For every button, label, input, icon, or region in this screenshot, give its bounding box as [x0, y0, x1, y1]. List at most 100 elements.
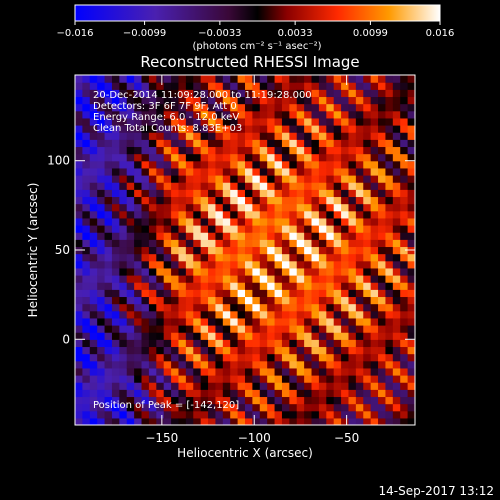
heatmap-cell — [134, 375, 143, 383]
heatmap-cell — [355, 203, 364, 212]
heatmap-cell — [400, 117, 409, 126]
heatmap-cell — [407, 196, 415, 205]
heatmap-cell — [163, 339, 172, 348]
heatmap-cell — [97, 96, 106, 105]
heatmap-cell — [134, 239, 143, 248]
heatmap-cell — [156, 382, 165, 390]
heatmap-cell — [141, 203, 150, 212]
heatmap-cell — [318, 175, 327, 183]
heatmap-cell — [289, 182, 298, 190]
heatmap-cell — [237, 146, 246, 155]
heatmap-cell — [281, 75, 290, 83]
heatmap-cell — [104, 167, 113, 176]
heatmap-cell — [333, 239, 342, 248]
heatmap-cell — [245, 353, 253, 362]
heatmap-cell — [97, 296, 106, 305]
heatmap-cell — [407, 103, 415, 112]
heatmap-cell — [75, 275, 83, 283]
heatmap-cell — [156, 267, 165, 276]
heatmap-cell — [178, 110, 187, 119]
heatmap-cell — [163, 353, 172, 362]
heatmap-cell — [392, 346, 401, 355]
heatmap-cell — [326, 139, 335, 148]
heatmap-cell — [200, 403, 209, 412]
heatmap-cell — [141, 360, 150, 369]
heatmap-cell — [119, 210, 128, 219]
heatmap-cell — [355, 232, 364, 240]
heatmap-cell — [163, 396, 172, 405]
heatmap-cell — [97, 203, 106, 212]
heatmap-cell — [163, 132, 172, 140]
heatmap-cell — [111, 353, 120, 362]
heatmap-cell — [385, 160, 394, 169]
heatmap-cell — [89, 203, 98, 212]
heatmap-cell — [407, 153, 415, 162]
heatmap-cell — [148, 82, 157, 90]
heatmap-cell — [355, 367, 364, 376]
heatmap-cell — [171, 253, 180, 262]
heatmap-cell — [304, 196, 313, 205]
heatmap-cell — [392, 275, 401, 283]
heatmap-cell — [111, 346, 120, 355]
heatmap-cell — [311, 153, 320, 162]
heatmap-cell — [245, 310, 253, 319]
heatmap-cell — [281, 132, 290, 140]
heatmap-cell — [134, 146, 143, 155]
heatmap-cell — [267, 210, 276, 219]
heatmap-cell — [82, 110, 91, 119]
heatmap-cell — [104, 367, 113, 376]
heatmap-cell — [370, 132, 379, 140]
heatmap-cell — [171, 360, 180, 369]
heatmap-cell — [134, 260, 143, 269]
heatmap-cell — [348, 82, 357, 90]
heatmap-cell — [119, 282, 128, 290]
heatmap-cell — [178, 139, 187, 148]
heatmap-cell — [193, 367, 202, 376]
annotation-line: Clean Total Counts: 8.83E+03 — [93, 123, 242, 134]
heatmap-cell — [134, 253, 143, 262]
heatmap-cell — [104, 246, 113, 255]
heatmap-cell — [333, 353, 342, 362]
heatmap-cell — [326, 289, 335, 298]
heatmap-cell — [208, 367, 217, 376]
heatmap-cell — [156, 310, 165, 319]
heatmap-cell — [163, 96, 172, 105]
heatmap-cell — [222, 275, 231, 283]
heatmap-cell — [370, 296, 379, 305]
heatmap-cell — [178, 210, 187, 219]
heatmap-cell — [400, 396, 409, 405]
heatmap-cell — [134, 75, 143, 83]
heatmap-cell — [75, 332, 83, 340]
heatmap-cell — [97, 275, 106, 283]
heatmap-cell — [385, 117, 394, 126]
heatmap-cell — [208, 175, 217, 183]
heatmap-cell — [370, 417, 379, 425]
heatmap-cell — [237, 303, 246, 312]
heatmap-cell — [267, 396, 276, 405]
heatmap-cell — [215, 253, 224, 262]
heatmap-cell — [97, 253, 106, 262]
heatmap-cell — [281, 382, 290, 390]
heatmap-cell — [318, 289, 327, 298]
heatmap-cell — [89, 375, 98, 383]
heatmap-cell — [385, 410, 394, 419]
heatmap-cell — [274, 160, 283, 169]
heatmap-cell — [230, 146, 239, 155]
heatmap-cell — [311, 260, 320, 269]
heatmap-cell — [326, 325, 335, 333]
heatmap-cell — [252, 160, 261, 169]
heatmap-cell — [341, 203, 350, 212]
heatmap-cell — [148, 260, 157, 269]
heatmap-cell — [111, 117, 120, 126]
heatmap-cell — [407, 182, 415, 190]
heatmap-cell — [378, 139, 387, 148]
heatmap-cell — [385, 232, 394, 240]
heatmap-cell — [119, 360, 128, 369]
heatmap-cell — [245, 175, 253, 183]
heatmap-cell — [111, 325, 120, 333]
heatmap-cell — [222, 360, 231, 369]
heatmap-cell — [407, 339, 415, 348]
heatmap-cell — [171, 153, 180, 162]
heatmap-cell — [355, 117, 364, 126]
heatmap-cell — [281, 403, 290, 412]
